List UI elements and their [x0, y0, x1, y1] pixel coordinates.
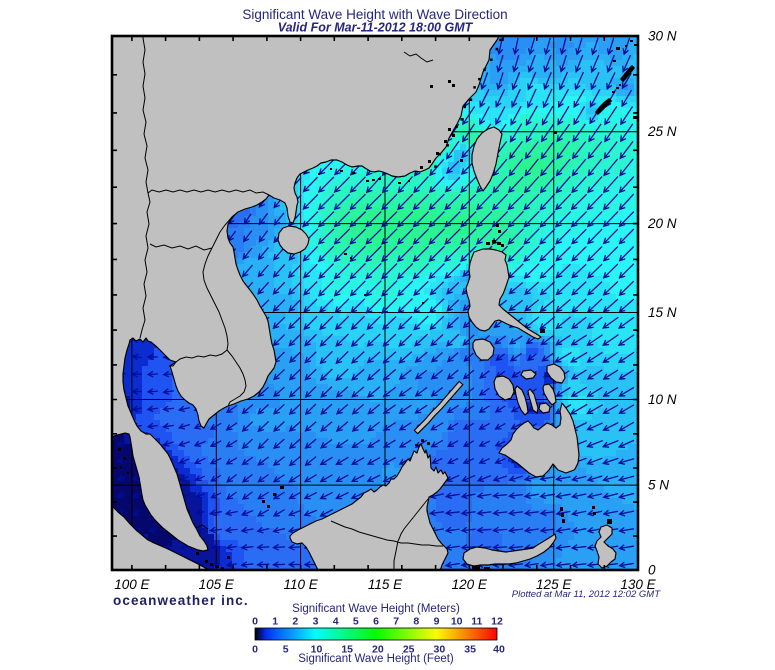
svg-text:20 N: 20 N — [647, 216, 677, 231]
svg-text:oceanweather inc.: oceanweather inc. — [113, 593, 249, 608]
svg-text:15 N: 15 N — [648, 305, 677, 320]
svg-text:Significant Wave Height with W: Significant Wave Height with Wave Direct… — [242, 7, 507, 22]
svg-text:110 E: 110 E — [283, 577, 318, 592]
svg-text:2: 2 — [292, 616, 298, 628]
svg-text:100 E: 100 E — [114, 577, 150, 592]
svg-text:0: 0 — [252, 644, 258, 656]
svg-text:Significant Wave Height (Feet): Significant Wave Height (Feet) — [298, 653, 454, 665]
svg-text:10 N: 10 N — [648, 392, 677, 407]
svg-text:30: 30 — [434, 644, 446, 656]
svg-text:115 E: 115 E — [368, 577, 403, 592]
svg-text:105 E: 105 E — [199, 577, 235, 592]
svg-text:10: 10 — [451, 616, 463, 628]
svg-text:4: 4 — [333, 616, 339, 628]
svg-text:15: 15 — [341, 644, 353, 656]
svg-text:11: 11 — [471, 616, 482, 628]
svg-text:25: 25 — [403, 644, 415, 656]
svg-text:5: 5 — [283, 644, 289, 656]
svg-text:Valid For Mar-11-2012 18:00 GM: Valid For Mar-11-2012 18:00 GMT — [278, 21, 474, 35]
svg-text:125 E: 125 E — [536, 577, 572, 592]
svg-text:25 N: 25 N — [647, 124, 677, 139]
svg-text:0: 0 — [648, 563, 656, 578]
svg-text:40: 40 — [493, 644, 505, 656]
svg-text:120 E: 120 E — [452, 577, 488, 592]
svg-text:5: 5 — [353, 616, 359, 628]
svg-text:3: 3 — [313, 616, 319, 628]
svg-text:130 E: 130 E — [620, 577, 656, 592]
svg-text:35: 35 — [464, 644, 476, 656]
svg-text:Plotted at Mar 11, 2012 12:02: Plotted at Mar 11, 2012 12:02 GMT — [512, 589, 661, 600]
svg-text:7: 7 — [393, 616, 399, 628]
svg-text:12: 12 — [491, 616, 503, 628]
svg-text:Significant Wave Height (Meter: Significant Wave Height (Meters) — [292, 603, 460, 615]
svg-text:1: 1 — [272, 616, 278, 628]
svg-text:6: 6 — [373, 616, 379, 628]
svg-text:0: 0 — [252, 616, 258, 628]
svg-text:5 N: 5 N — [648, 478, 669, 493]
svg-text:9: 9 — [434, 616, 440, 628]
svg-text:8: 8 — [413, 616, 419, 628]
svg-text:30 N: 30 N — [648, 29, 677, 44]
svg-text:20: 20 — [372, 644, 384, 656]
svg-text:10: 10 — [311, 644, 323, 656]
